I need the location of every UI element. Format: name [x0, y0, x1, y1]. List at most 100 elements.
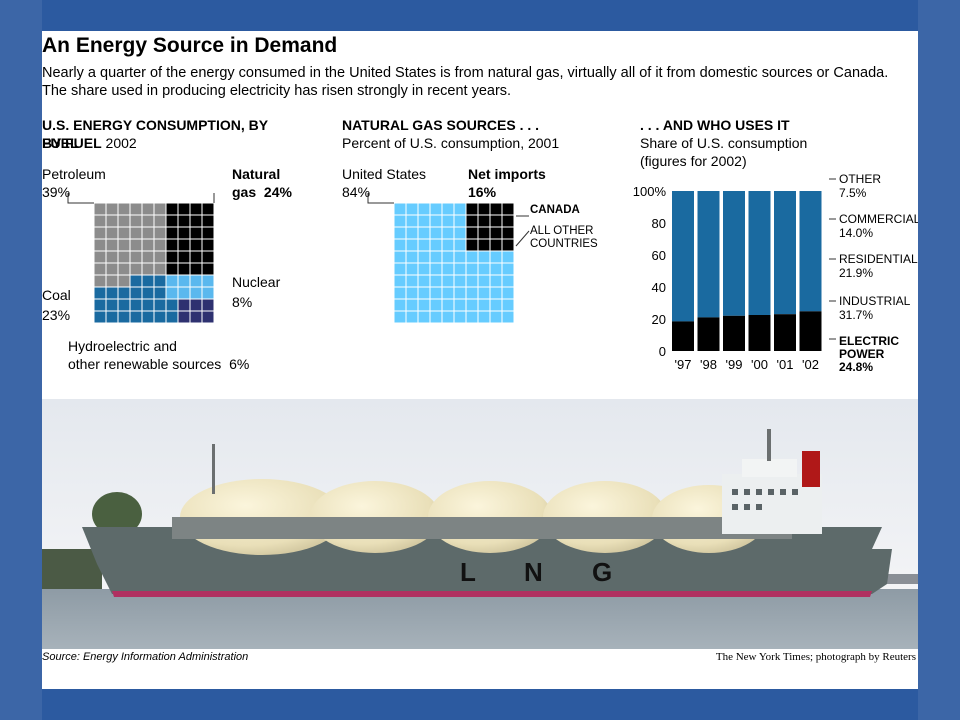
source-cell-us: [489, 310, 503, 324]
source-cell-us: [453, 250, 467, 264]
bar-electric-power: [774, 314, 796, 351]
fuel-cell-nuclear: [165, 274, 179, 288]
fuel-cell-petroleum: [117, 262, 131, 276]
source-cell-import: [489, 202, 503, 216]
other-countries-label-1: ALL OTHER: [530, 225, 594, 237]
source-cell-us: [417, 262, 431, 276]
source-cell-us: [453, 298, 467, 312]
source-cell-us: [429, 286, 443, 300]
fuel-cell-petroleum: [93, 274, 107, 288]
fuel-cell-natural_gas: [189, 250, 203, 264]
source-cell-us: [405, 202, 419, 216]
source-cell-us: [441, 274, 455, 288]
fuel-cell-coal: [129, 298, 143, 312]
fuel-cell-petroleum: [93, 262, 107, 276]
fuel-cell-petroleum: [141, 238, 155, 252]
source-cell-us: [429, 226, 443, 240]
fuel-cell-coal: [153, 310, 167, 324]
fuel-cell-natural_gas: [177, 238, 191, 252]
source-cell-us: [441, 238, 455, 252]
source-cell-us: [441, 202, 455, 216]
fuel-cell-coal: [129, 286, 143, 300]
fuel-subtitle: 2002: [105, 135, 137, 151]
legend-value: 7.5%: [839, 186, 867, 200]
source-cell-us: [441, 286, 455, 300]
source-cell-us: [501, 250, 515, 264]
gas-label: Natural: [232, 166, 281, 182]
legend-name: OTHER: [839, 172, 881, 186]
source-cell-us: [465, 250, 479, 264]
petroleum-value: 39%: [42, 184, 71, 200]
fuel-cell-petroleum: [153, 262, 167, 276]
source-note: Source: Energy Information Administratio…: [42, 651, 249, 663]
fuel-cell-coal: [165, 298, 179, 312]
fuel-cell-coal: [141, 274, 155, 288]
source-cell-us: [429, 214, 443, 228]
legend-name: ELECTRIC: [839, 334, 899, 348]
source-cell-us: [405, 226, 419, 240]
x-tick-label: '98: [700, 357, 717, 372]
legend-value: 24.8%: [839, 360, 873, 374]
legend-value: 14.0%: [839, 226, 873, 240]
source-cell-us: [441, 310, 455, 324]
source-cell-us: [393, 214, 407, 228]
legend-name: RESIDENTIAL: [839, 252, 918, 266]
bar-other-sectors: [748, 191, 771, 315]
y-tick-label: 0: [659, 344, 666, 359]
fuel-cell-hydro: [201, 298, 215, 312]
fuel-cell-petroleum: [153, 250, 167, 264]
legend-value: 21.9%: [839, 266, 873, 280]
nuclear-label: Nuclear: [232, 274, 281, 290]
source-cell-us: [453, 274, 467, 288]
fuel-cell-petroleum: [105, 274, 119, 288]
fuel-cell-petroleum: [105, 250, 119, 264]
source-cell-import: [489, 238, 503, 252]
background-left: [0, 0, 42, 720]
fuel-cell-nuclear: [165, 286, 179, 300]
source-cell-us: [417, 298, 431, 312]
source-cell-import: [489, 214, 503, 228]
bar-other-sectors: [672, 191, 694, 322]
fuel-cell-petroleum: [141, 262, 155, 276]
fuel-cell-natural_gas: [165, 226, 179, 240]
source-cell-us: [393, 286, 407, 300]
fuel-cell-petroleum: [141, 226, 155, 240]
source-cell-us: [405, 310, 419, 324]
source-cell-us: [465, 274, 479, 288]
legend-name-2: POWER: [839, 347, 885, 361]
fuel-cell-coal: [141, 310, 155, 324]
source-cell-us: [417, 226, 431, 240]
fuel-cell-petroleum: [93, 214, 107, 228]
fuel-cell-petroleum: [129, 262, 143, 276]
coal-value: 23%: [42, 307, 71, 323]
source-cell-import: [465, 238, 479, 252]
fuel-cell-natural_gas: [177, 226, 191, 240]
fuel-cell-natural_gas: [201, 202, 215, 216]
fuel-cell-petroleum: [153, 214, 167, 228]
source-cell-us: [489, 274, 503, 288]
source-cell-us: [453, 202, 467, 216]
headline: An Energy Source in Demand: [42, 34, 338, 57]
bar-other-sectors: [697, 191, 720, 318]
fuel-cell-coal: [117, 298, 131, 312]
fuel-section-title: U.S. ENERGY CONSUMPTION, BY FUEL: [42, 116, 302, 152]
y-tick-label: 20: [652, 312, 666, 327]
source-cell-us: [405, 286, 419, 300]
bar-electric-power: [672, 321, 694, 351]
x-tick-label: '02: [802, 357, 819, 372]
bar-other-sectors: [774, 191, 796, 315]
fuel-cell-natural_gas: [177, 202, 191, 216]
background-right: [918, 0, 960, 720]
gas-value: 24%: [263, 184, 292, 200]
fuel-title: U.S. ENERGY CONSUMPTION, BY FUEL: [42, 117, 268, 151]
source-cell-us: [417, 238, 431, 252]
fuel-cell-coal: [93, 298, 107, 312]
fuel-cell-nuclear: [177, 286, 191, 300]
source-cell-import: [477, 238, 491, 252]
source-cell-us: [477, 262, 491, 276]
source-cell-us: [429, 274, 443, 288]
fuel-cell-petroleum: [129, 226, 143, 240]
fuel-cell-nuclear: [177, 274, 191, 288]
hydro-label-2: other renewable sources 6%: [68, 356, 250, 372]
fuel-cell-natural_gas: [201, 226, 215, 240]
